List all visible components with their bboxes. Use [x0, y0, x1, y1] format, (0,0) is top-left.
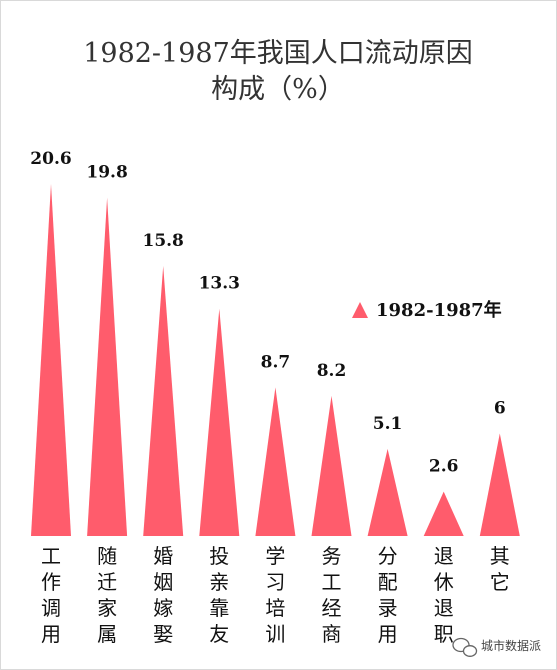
data-label: 19.8 — [86, 163, 127, 183]
bar — [87, 197, 128, 536]
value-labels: 20.6 19.8 15.8 13.3 8.7 8.2 5.1 2.6 6 — [30, 149, 505, 477]
bar — [31, 184, 71, 536]
data-label: 2.6 — [429, 457, 459, 477]
bar — [311, 395, 352, 536]
category-label: 投亲靠友 — [209, 544, 229, 646]
chart-title-line-1: 1982-1987年我国人口流动原因 — [83, 38, 473, 69]
category-label: 分配录用 — [378, 544, 398, 646]
category-labels: 工作调用 随迁家属 婚姻嫁娶 投亲靠友 学习培训 务工经商 分配录用 退休退职 其它 — [41, 544, 510, 646]
category-label: 学习培训 — [265, 544, 285, 646]
legend: 1982-1987年 — [352, 299, 502, 321]
category-label: 其它 — [490, 544, 510, 594]
wechat-icon — [452, 637, 478, 657]
data-label: 8.2 — [317, 361, 347, 381]
category-label: 随迁家属 — [97, 544, 117, 646]
watermark: 城市数据派 — [452, 637, 541, 657]
data-label: 6 — [494, 398, 506, 418]
data-label: 8.7 — [261, 352, 291, 372]
bar — [143, 266, 184, 536]
category-label: 务工经商 — [322, 544, 342, 646]
chart-title-line-2: 构成（%） — [211, 74, 345, 105]
data-label: 15.8 — [142, 231, 183, 251]
bar — [423, 491, 464, 536]
watermark-text: 城市数据派 — [481, 638, 541, 653]
legend-marker — [352, 302, 368, 318]
bar — [367, 448, 408, 536]
bar-series — [31, 184, 520, 536]
bar — [199, 308, 240, 536]
data-label: 13.3 — [199, 274, 240, 294]
category-label: 婚姻嫁娶 — [153, 544, 173, 646]
data-label: 5.1 — [373, 414, 403, 434]
bar — [255, 387, 296, 536]
bar — [479, 433, 520, 536]
data-label: 20.6 — [30, 149, 71, 169]
category-label: 工作调用 — [41, 544, 61, 646]
legend-label: 1982-1987年 — [376, 299, 502, 321]
category-label: 退休退职 — [434, 544, 454, 646]
